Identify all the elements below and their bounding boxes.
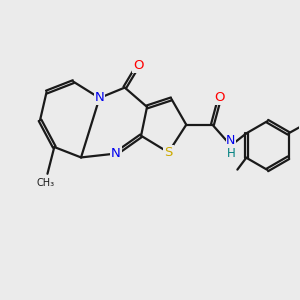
Text: N: N <box>226 134 236 147</box>
Text: CH₃: CH₃ <box>37 178 55 188</box>
Text: S: S <box>164 146 172 159</box>
Text: N: N <box>111 147 121 160</box>
Text: O: O <box>214 91 225 103</box>
Text: O: O <box>133 59 143 72</box>
Text: H: H <box>226 147 235 161</box>
Text: N: N <box>94 92 104 104</box>
